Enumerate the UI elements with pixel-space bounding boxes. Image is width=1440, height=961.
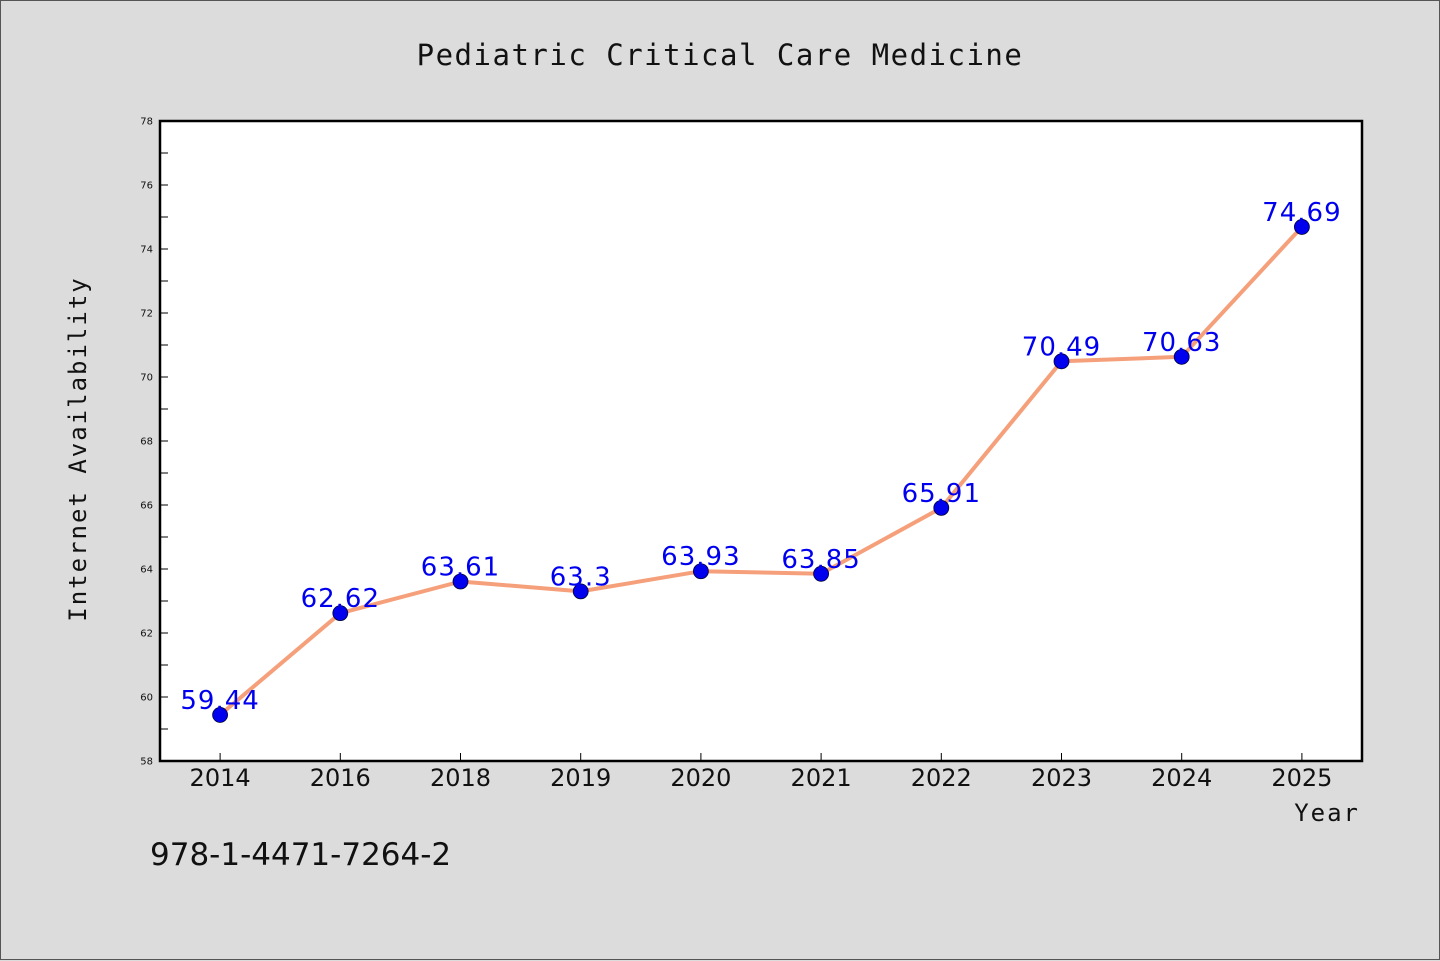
data-point xyxy=(332,605,349,622)
y-axis-label: Internet Availability xyxy=(64,276,92,621)
plot-area xyxy=(158,119,1364,763)
data-point xyxy=(933,499,950,516)
data-label: 70.63 xyxy=(1142,328,1221,358)
data-label: 63.3 xyxy=(550,562,612,592)
x-axis: 2014 2016 2018 2019 2020 2021 2022 2023 2024 2025 xyxy=(190,753,1332,792)
x-tick-label: 2024 xyxy=(1151,764,1212,792)
chart-title: Pediatric Critical Care Medicine xyxy=(417,38,1024,72)
x-axis-label: Year xyxy=(1294,799,1360,827)
y-tick-label: 62 xyxy=(140,629,153,640)
y-tick-label: 72 xyxy=(140,309,153,320)
data-point xyxy=(452,573,469,590)
data-point xyxy=(1294,219,1310,235)
x-tick-label: 2025 xyxy=(1271,764,1332,792)
y-tick-label: 74 xyxy=(140,245,153,256)
x-tick-label: 2020 xyxy=(670,764,731,792)
data-point xyxy=(212,707,229,723)
y-tick-label: 76 xyxy=(140,181,153,192)
x-tick-label: 2022 xyxy=(911,764,972,792)
isbn-annotation: 978-1-4471-7264-2 xyxy=(150,837,451,873)
data-label: 74.69 xyxy=(1262,198,1341,228)
data-point xyxy=(1173,348,1190,365)
x-tick-label: 2016 xyxy=(310,764,371,792)
data-label: 63.93 xyxy=(661,542,740,572)
y-tick-label: 66 xyxy=(140,501,153,512)
y-axis: 58 60 62 64 66 68 70 72 74 76 78 xyxy=(140,117,168,768)
data-label: 65.91 xyxy=(902,479,981,509)
data-point xyxy=(693,563,709,580)
x-tick-label: 2014 xyxy=(190,764,251,792)
data-label: 70.49 xyxy=(1022,332,1101,362)
data-point xyxy=(572,583,589,600)
x-tick-label: 2023 xyxy=(1031,764,1092,792)
series-markers xyxy=(212,219,1310,723)
data-point xyxy=(813,565,829,582)
data-label: 59.44 xyxy=(180,686,259,716)
data-label: 62.62 xyxy=(301,584,380,614)
data-label: 63.61 xyxy=(421,552,500,582)
x-tick-label: 2021 xyxy=(791,764,852,792)
data-labels: 59.44 62.62 63.61 63.3 63.93 63.85 65.91 70.49 7… xyxy=(180,198,1341,716)
y-tick-label: 58 xyxy=(140,757,153,768)
y-tick-label: 60 xyxy=(140,693,153,704)
y-tick-label: 78 xyxy=(140,117,153,128)
data-point xyxy=(1053,353,1070,370)
y-tick-label: 70 xyxy=(140,373,153,384)
series-line xyxy=(218,224,1304,717)
x-tick-label: 2019 xyxy=(550,764,611,792)
x-tick-label: 2018 xyxy=(430,764,491,792)
y-tick-label: 64 xyxy=(140,565,153,576)
data-label: 63.85 xyxy=(781,545,860,575)
y-tick-label: 68 xyxy=(140,437,153,448)
